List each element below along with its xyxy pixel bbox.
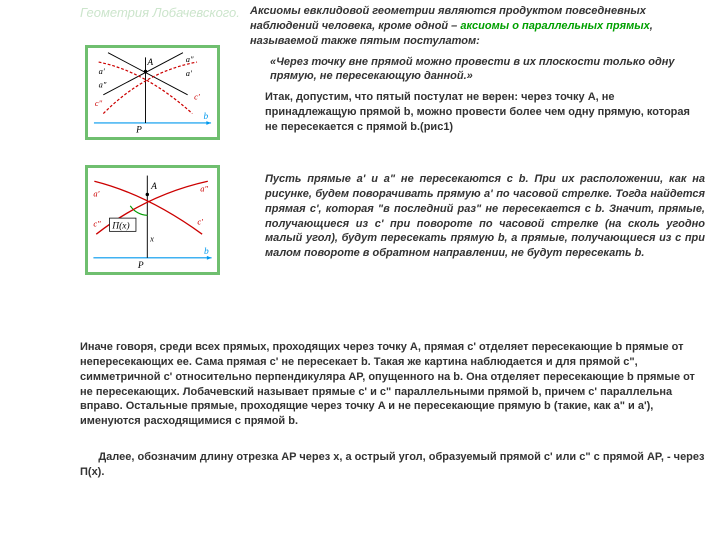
paragraph-4: Далее, обозначим длину отрезка AP через … [80, 450, 705, 480]
paragraph-3: Иначе говоря, среди всех прямых, проходя… [80, 340, 705, 429]
fig1-P: P [135, 125, 142, 135]
fig2-a2r: a" [200, 184, 208, 194]
intro-paragraph: Аксиомы евклидовой геометрии являются пр… [250, 4, 710, 49]
fig2-c1l: c" [93, 219, 101, 229]
fig2-x: x [149, 234, 154, 244]
figure-2: П(x) A P b a' a" c" c' x [85, 165, 220, 275]
fig1-c2r: c' [194, 92, 200, 102]
fig1-b: b [204, 112, 209, 122]
fig2-P: P [137, 261, 144, 271]
fig2-a1l: a' [93, 188, 99, 198]
fig1-c1l: c" [95, 98, 103, 108]
p4-text: Далее, обозначим длину отрезка AP через … [80, 451, 705, 478]
fig2-A: A [150, 182, 157, 192]
fig1-A: A [146, 58, 153, 68]
fig1-a2r: a' [186, 68, 192, 78]
fig1-a1l: a' [99, 66, 105, 76]
figure-1: A P b a' a" a" a' c" c' [85, 45, 220, 140]
fig1-a2l: a" [99, 79, 107, 89]
paragraph-1: Итак, допустим, что пятый постулат не ве… [265, 90, 705, 135]
fig2-Px: П(x) [111, 221, 129, 232]
intro-highlight: аксиомы о параллельных прямых [460, 20, 649, 32]
fig1-a1r: a" [186, 54, 194, 64]
paragraph-2: Пусть прямые a' и a" не пересекаются с b… [265, 172, 705, 261]
header-title: Геометрия Лобачевского. [80, 5, 240, 20]
postulate-quote: «Через точку вне прямой можно провести в… [270, 55, 700, 84]
fig2-c2r: c' [197, 217, 203, 227]
fig2-b: b [204, 247, 209, 257]
